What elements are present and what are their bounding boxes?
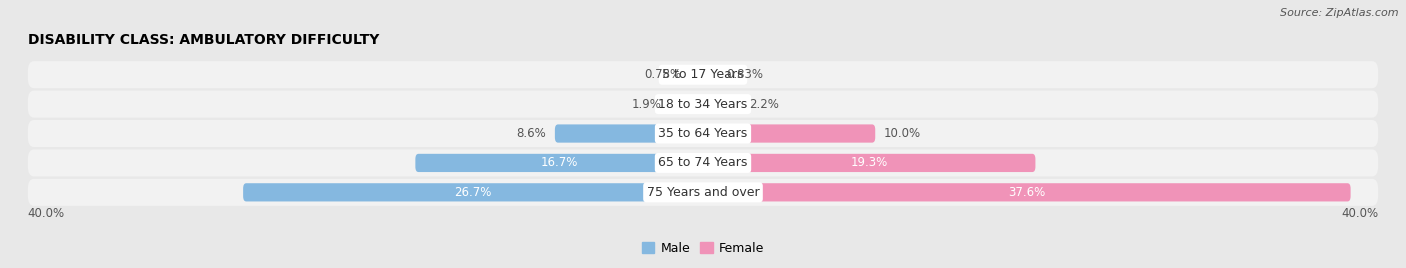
Text: 8.6%: 8.6% bbox=[516, 127, 547, 140]
Text: 19.3%: 19.3% bbox=[851, 157, 887, 169]
Text: 5 to 17 Years: 5 to 17 Years bbox=[662, 68, 744, 81]
FancyBboxPatch shape bbox=[703, 154, 1035, 172]
FancyBboxPatch shape bbox=[555, 124, 703, 143]
FancyBboxPatch shape bbox=[703, 183, 1351, 202]
Text: 26.7%: 26.7% bbox=[454, 186, 492, 199]
FancyBboxPatch shape bbox=[28, 179, 1378, 206]
Text: 75 Years and over: 75 Years and over bbox=[647, 186, 759, 199]
Text: 37.6%: 37.6% bbox=[1008, 186, 1046, 199]
FancyBboxPatch shape bbox=[703, 124, 875, 143]
Text: 0.83%: 0.83% bbox=[725, 68, 763, 81]
FancyBboxPatch shape bbox=[28, 120, 1378, 147]
Text: DISABILITY CLASS: AMBULATORY DIFFICULTY: DISABILITY CLASS: AMBULATORY DIFFICULTY bbox=[28, 33, 380, 47]
Text: 35 to 64 Years: 35 to 64 Years bbox=[658, 127, 748, 140]
Text: 18 to 34 Years: 18 to 34 Years bbox=[658, 98, 748, 111]
Text: 40.0%: 40.0% bbox=[1341, 207, 1378, 220]
FancyBboxPatch shape bbox=[671, 95, 703, 113]
Text: 40.0%: 40.0% bbox=[28, 207, 65, 220]
FancyBboxPatch shape bbox=[415, 154, 703, 172]
Text: 2.2%: 2.2% bbox=[749, 98, 779, 111]
FancyBboxPatch shape bbox=[703, 66, 717, 84]
Text: Source: ZipAtlas.com: Source: ZipAtlas.com bbox=[1281, 8, 1399, 18]
Text: 16.7%: 16.7% bbox=[540, 157, 578, 169]
Legend: Male, Female: Male, Female bbox=[641, 242, 765, 255]
Text: 1.9%: 1.9% bbox=[631, 98, 662, 111]
FancyBboxPatch shape bbox=[28, 61, 1378, 88]
FancyBboxPatch shape bbox=[243, 183, 703, 202]
FancyBboxPatch shape bbox=[28, 149, 1378, 176]
FancyBboxPatch shape bbox=[28, 91, 1378, 118]
FancyBboxPatch shape bbox=[689, 66, 703, 84]
Text: 0.78%: 0.78% bbox=[644, 68, 681, 81]
Text: 10.0%: 10.0% bbox=[884, 127, 921, 140]
Text: 65 to 74 Years: 65 to 74 Years bbox=[658, 157, 748, 169]
FancyBboxPatch shape bbox=[703, 95, 741, 113]
